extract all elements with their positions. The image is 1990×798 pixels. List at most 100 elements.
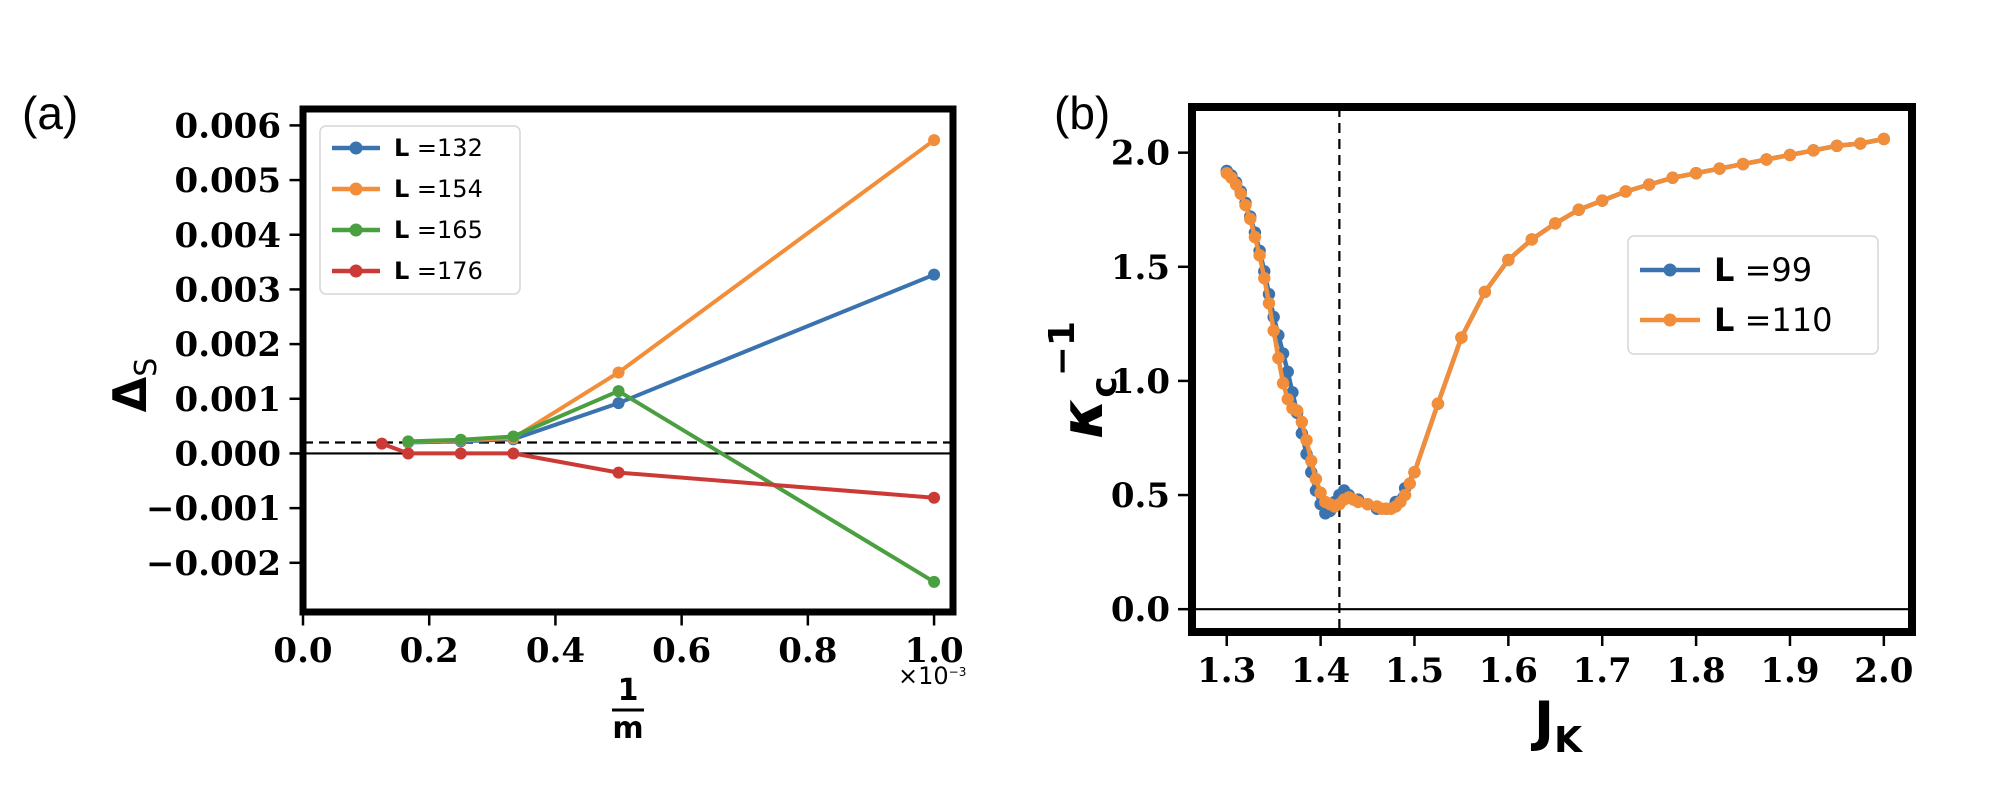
data-point <box>1807 144 1820 157</box>
legend-marker <box>349 264 363 278</box>
data-point <box>1783 148 1797 162</box>
legend-marker <box>349 182 363 196</box>
data-point <box>612 366 625 379</box>
data-point <box>1248 230 1262 244</box>
data-point <box>612 385 625 398</box>
y-tick-label: 0.002 <box>175 325 281 365</box>
data-point <box>1234 187 1248 200</box>
data-point <box>1314 486 1327 499</box>
x-axis-label-numerator: 1 <box>618 673 639 708</box>
data-point <box>1281 365 1294 378</box>
panel-label: (b) <box>1054 87 1110 139</box>
legend-box <box>1627 235 1879 355</box>
series-line <box>408 272 935 445</box>
data-point <box>1253 249 1266 262</box>
plot-frame <box>299 105 957 616</box>
y-tick-label: 0.006 <box>175 106 281 146</box>
series-176 <box>375 437 941 504</box>
y-tick-label: 0.5 <box>1111 476 1170 516</box>
y-tick-label: 0.003 <box>175 270 281 310</box>
data-point <box>612 466 625 479</box>
legend: L =99 L =110 <box>1627 235 1879 355</box>
data-point <box>1455 331 1468 344</box>
series-line <box>408 389 936 584</box>
data-point <box>1572 203 1585 216</box>
data-point <box>1760 153 1773 166</box>
x-tick-label: 1.7 <box>1573 651 1632 691</box>
data-point <box>402 435 415 448</box>
data-point <box>928 491 941 504</box>
y-tick-label: 0.005 <box>175 161 281 201</box>
data-point <box>1502 253 1515 267</box>
data-point <box>1525 233 1539 246</box>
data-point <box>1619 185 1632 198</box>
data-point <box>507 447 520 460</box>
data-point <box>928 575 941 588</box>
panel-label: (a) <box>22 87 78 139</box>
data-point <box>1300 434 1313 447</box>
data-point <box>1830 139 1844 153</box>
plot-frame <box>1188 103 1916 636</box>
x-axis-multiplier: ×10−3 <box>898 662 966 690</box>
x-tick-label: 0.2 <box>400 631 459 671</box>
legend-label: L =99 <box>1714 251 1812 289</box>
data-point <box>454 447 467 460</box>
x-tick-label: 1.5 <box>1385 651 1444 691</box>
data-point <box>1713 162 1726 175</box>
data-point <box>507 430 520 443</box>
y-tick-label: −0.002 <box>146 544 281 584</box>
data-point <box>1854 137 1867 150</box>
x-tick-label: 1.3 <box>1197 651 1256 691</box>
data-point <box>1267 324 1280 337</box>
data-point <box>1478 285 1492 299</box>
legend-marker <box>349 141 363 155</box>
panel-a: (a) 0.0 0.2 0.4 0.6 0.8 1.0 −0.002 −0.001 0.000 0.… <box>22 87 966 746</box>
legend: L =132 L =154 L =165 L =176 <box>319 125 521 295</box>
data-point <box>1361 497 1374 511</box>
x-tick-label: 0.6 <box>652 631 711 671</box>
x-tick-label: 1.9 <box>1760 651 1819 691</box>
legend-marker <box>1663 263 1677 277</box>
x-tick-label: 0.4 <box>526 631 585 671</box>
data-point <box>402 447 415 460</box>
data-point <box>1229 178 1243 191</box>
data-point <box>1689 166 1703 180</box>
y-tick-label: −0.001 <box>146 489 281 529</box>
x-tick-label: 0.0 <box>273 631 332 671</box>
data-point <box>1431 397 1445 410</box>
y-tick-label: 0.001 <box>175 380 281 420</box>
y-axis-label: ΔS <box>103 358 164 413</box>
legend-label: L =110 <box>1714 301 1832 339</box>
data-point <box>1281 392 1294 406</box>
x-tick-label: 1.8 <box>1667 651 1726 691</box>
y-tick-label: 0.004 <box>175 216 281 256</box>
data-point <box>1351 495 1365 509</box>
legend-label: L =132 <box>394 134 483 162</box>
data-point <box>1408 466 1421 479</box>
data-point <box>1398 488 1412 502</box>
data-point <box>1272 351 1285 365</box>
data-point <box>1239 198 1252 212</box>
data-point <box>454 433 467 446</box>
data-point <box>1295 415 1309 429</box>
data-point <box>1262 297 1276 310</box>
data-point <box>375 437 388 450</box>
y-tick-label: 1.0 <box>1111 362 1170 402</box>
x-tick-label: 1.0 <box>904 631 963 671</box>
series-110 <box>1220 132 1891 515</box>
x-axis-label-denominator: m <box>612 711 643 746</box>
data-point <box>928 134 941 147</box>
legend-box <box>319 125 521 295</box>
data-point <box>1877 132 1891 146</box>
legend-label: L =176 <box>394 257 483 285</box>
legend-marker <box>1663 313 1677 327</box>
data-point <box>1309 472 1323 486</box>
legend-label: L =154 <box>394 175 483 203</box>
x-axis-label: JK <box>1530 690 1583 761</box>
data-point <box>612 397 625 410</box>
data-point <box>1305 454 1318 468</box>
panel-b: (b) 1.3 1.4 1.5 1.6 1.7 1.8 1.9 2.0 0.0 0.5 1.0 1.5 2… <box>1042 87 1916 761</box>
data-point <box>1736 157 1750 171</box>
legend-label: L =165 <box>394 216 483 244</box>
